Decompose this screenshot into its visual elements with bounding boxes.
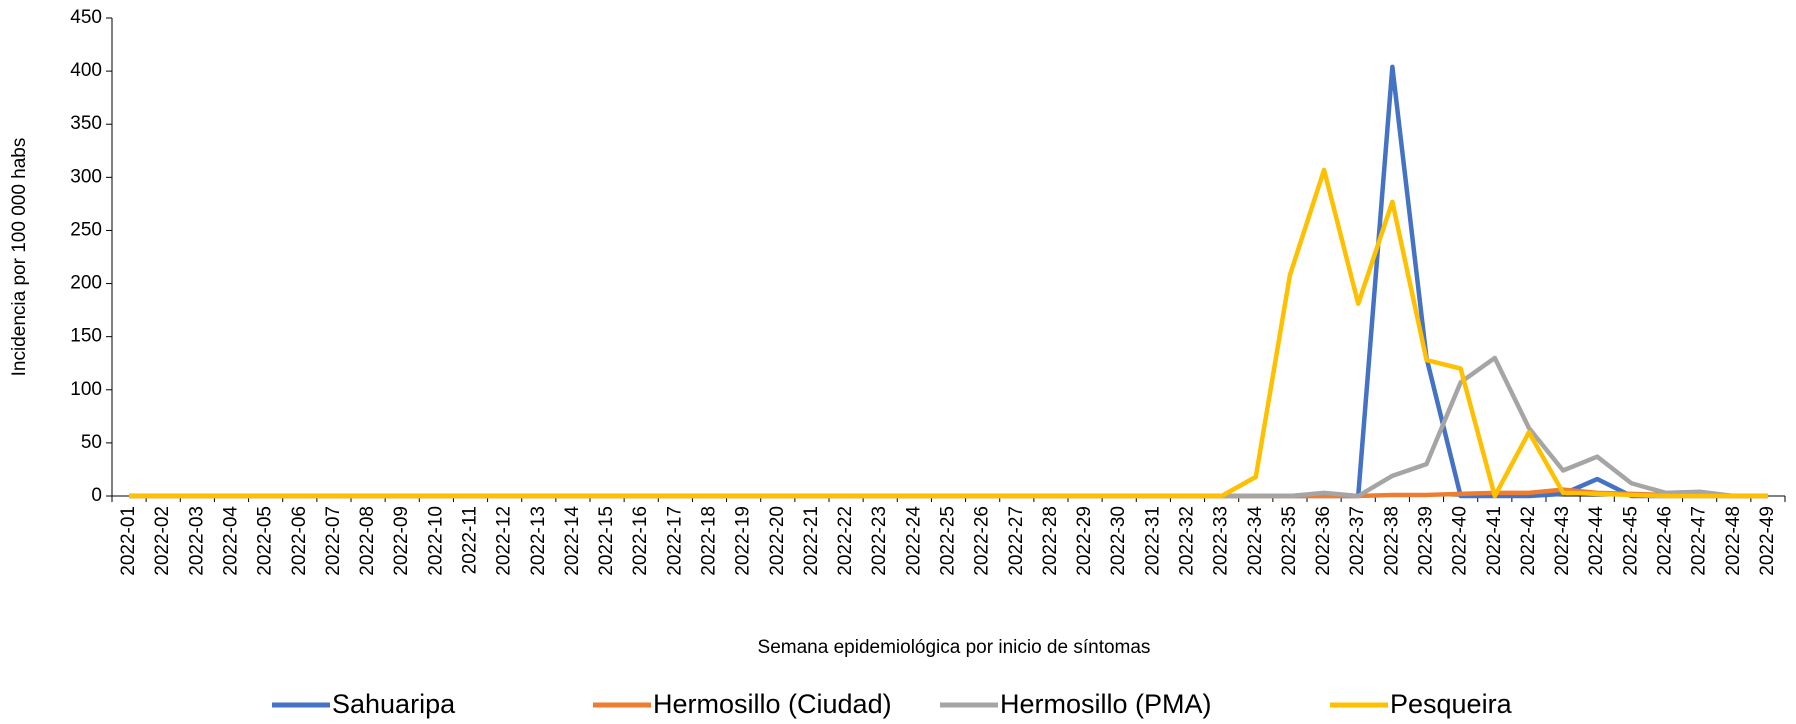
x-tick-label: 2022-36 bbox=[1313, 506, 1334, 576]
x-tick-label: 2022-42 bbox=[1518, 506, 1539, 576]
x-axis-label: Semana epidemiológica por inicio de sínt… bbox=[758, 637, 1151, 658]
x-tick-label: 2022-24 bbox=[903, 506, 924, 576]
x-tick-label: 2022-11 bbox=[460, 506, 481, 574]
x-tick-label: 2022-15 bbox=[596, 506, 617, 576]
x-tick-label: 2022-19 bbox=[733, 506, 754, 576]
x-tick-label: 2022-31 bbox=[1142, 506, 1163, 576]
y-tick-label: 400 bbox=[70, 60, 102, 81]
y-tick-label: 0 bbox=[91, 485, 102, 506]
x-tick-label: 2022-33 bbox=[1211, 506, 1232, 576]
legend-label: Hermosillo (PMA) bbox=[1000, 689, 1212, 719]
y-tick-label: 250 bbox=[70, 219, 102, 240]
x-tick-label: 2022-25 bbox=[938, 506, 959, 576]
y-tick-label: 300 bbox=[70, 166, 102, 187]
x-tick-label: 2022-06 bbox=[289, 506, 310, 576]
x-tick-label: 2022-43 bbox=[1552, 506, 1573, 576]
x-tick-label: 2022-27 bbox=[1006, 506, 1027, 576]
legend-label: Sahuaripa bbox=[332, 689, 456, 719]
x-tick-label: 2022-14 bbox=[562, 506, 583, 576]
x-tick-label: 2022-40 bbox=[1450, 506, 1471, 576]
series-line bbox=[129, 167, 1768, 499]
y-tick-label: 150 bbox=[70, 326, 102, 347]
x-tick-label: 2022-23 bbox=[869, 506, 890, 576]
x-tick-label: 2022-09 bbox=[391, 506, 412, 576]
y-tick-label: 350 bbox=[70, 113, 102, 134]
x-tick-label: 2022-49 bbox=[1757, 506, 1778, 576]
x-tick-label: 2022-20 bbox=[767, 506, 788, 576]
x-tick-label: 2022-08 bbox=[357, 506, 378, 576]
x-tick-label: 2022-05 bbox=[255, 506, 276, 576]
y-tick-label: 100 bbox=[70, 379, 102, 400]
series-line bbox=[129, 64, 1768, 499]
x-tick-label: 2022-10 bbox=[425, 506, 446, 576]
x-tick-label: 2022-12 bbox=[494, 506, 515, 576]
x-tick-label: 2022-22 bbox=[835, 506, 856, 576]
x-tick-label: 2022-28 bbox=[1040, 506, 1061, 576]
x-tick-label: 2022-18 bbox=[699, 506, 720, 576]
x-tick-label: 2022-21 bbox=[801, 506, 822, 576]
x-tick-label: 2022-32 bbox=[1177, 506, 1198, 576]
x-tick-label: 2022-37 bbox=[1347, 506, 1368, 576]
x-tick-label: 2022-41 bbox=[1484, 506, 1505, 576]
x-tick-label: 2022-01 bbox=[118, 506, 139, 576]
x-tick-label: 2022-47 bbox=[1689, 506, 1710, 576]
x-tick-label: 2022-44 bbox=[1586, 506, 1607, 576]
x-tick-label: 2022-29 bbox=[1074, 506, 1095, 576]
series-line bbox=[129, 355, 1768, 499]
x-tick-label: 2022-34 bbox=[1245, 506, 1266, 576]
x-tick-label: 2022-07 bbox=[323, 506, 344, 576]
x-tick-label: 2022-45 bbox=[1620, 506, 1641, 576]
x-tick-label: 2022-30 bbox=[1108, 506, 1129, 576]
x-tick-label: 2022-13 bbox=[528, 506, 549, 576]
x-tick-label: 2022-39 bbox=[1416, 506, 1437, 576]
legend-label: Hermosillo (Ciudad) bbox=[653, 689, 892, 719]
x-tick-label: 2022-38 bbox=[1381, 506, 1402, 576]
y-tick-label: 50 bbox=[81, 432, 102, 453]
x-tick-label: 2022-17 bbox=[664, 506, 685, 576]
x-tick-label: 2022-03 bbox=[186, 506, 207, 576]
legend-label: Pesqueira bbox=[1390, 689, 1513, 719]
x-tick-label: 2022-02 bbox=[152, 506, 173, 576]
x-tick-label: 2022-35 bbox=[1279, 506, 1300, 576]
x-tick-label: 2022-16 bbox=[630, 506, 651, 576]
y-axis-label: Incidencia por 100 000 habs bbox=[9, 138, 30, 377]
x-tick-label: 2022-26 bbox=[972, 506, 993, 576]
y-tick-label: 450 bbox=[70, 7, 102, 28]
x-tick-label: 2022-04 bbox=[221, 506, 242, 576]
y-tick-label: 200 bbox=[70, 273, 102, 294]
x-tick-label: 2022-46 bbox=[1655, 506, 1676, 576]
x-tick-label: 2022-48 bbox=[1723, 506, 1744, 576]
